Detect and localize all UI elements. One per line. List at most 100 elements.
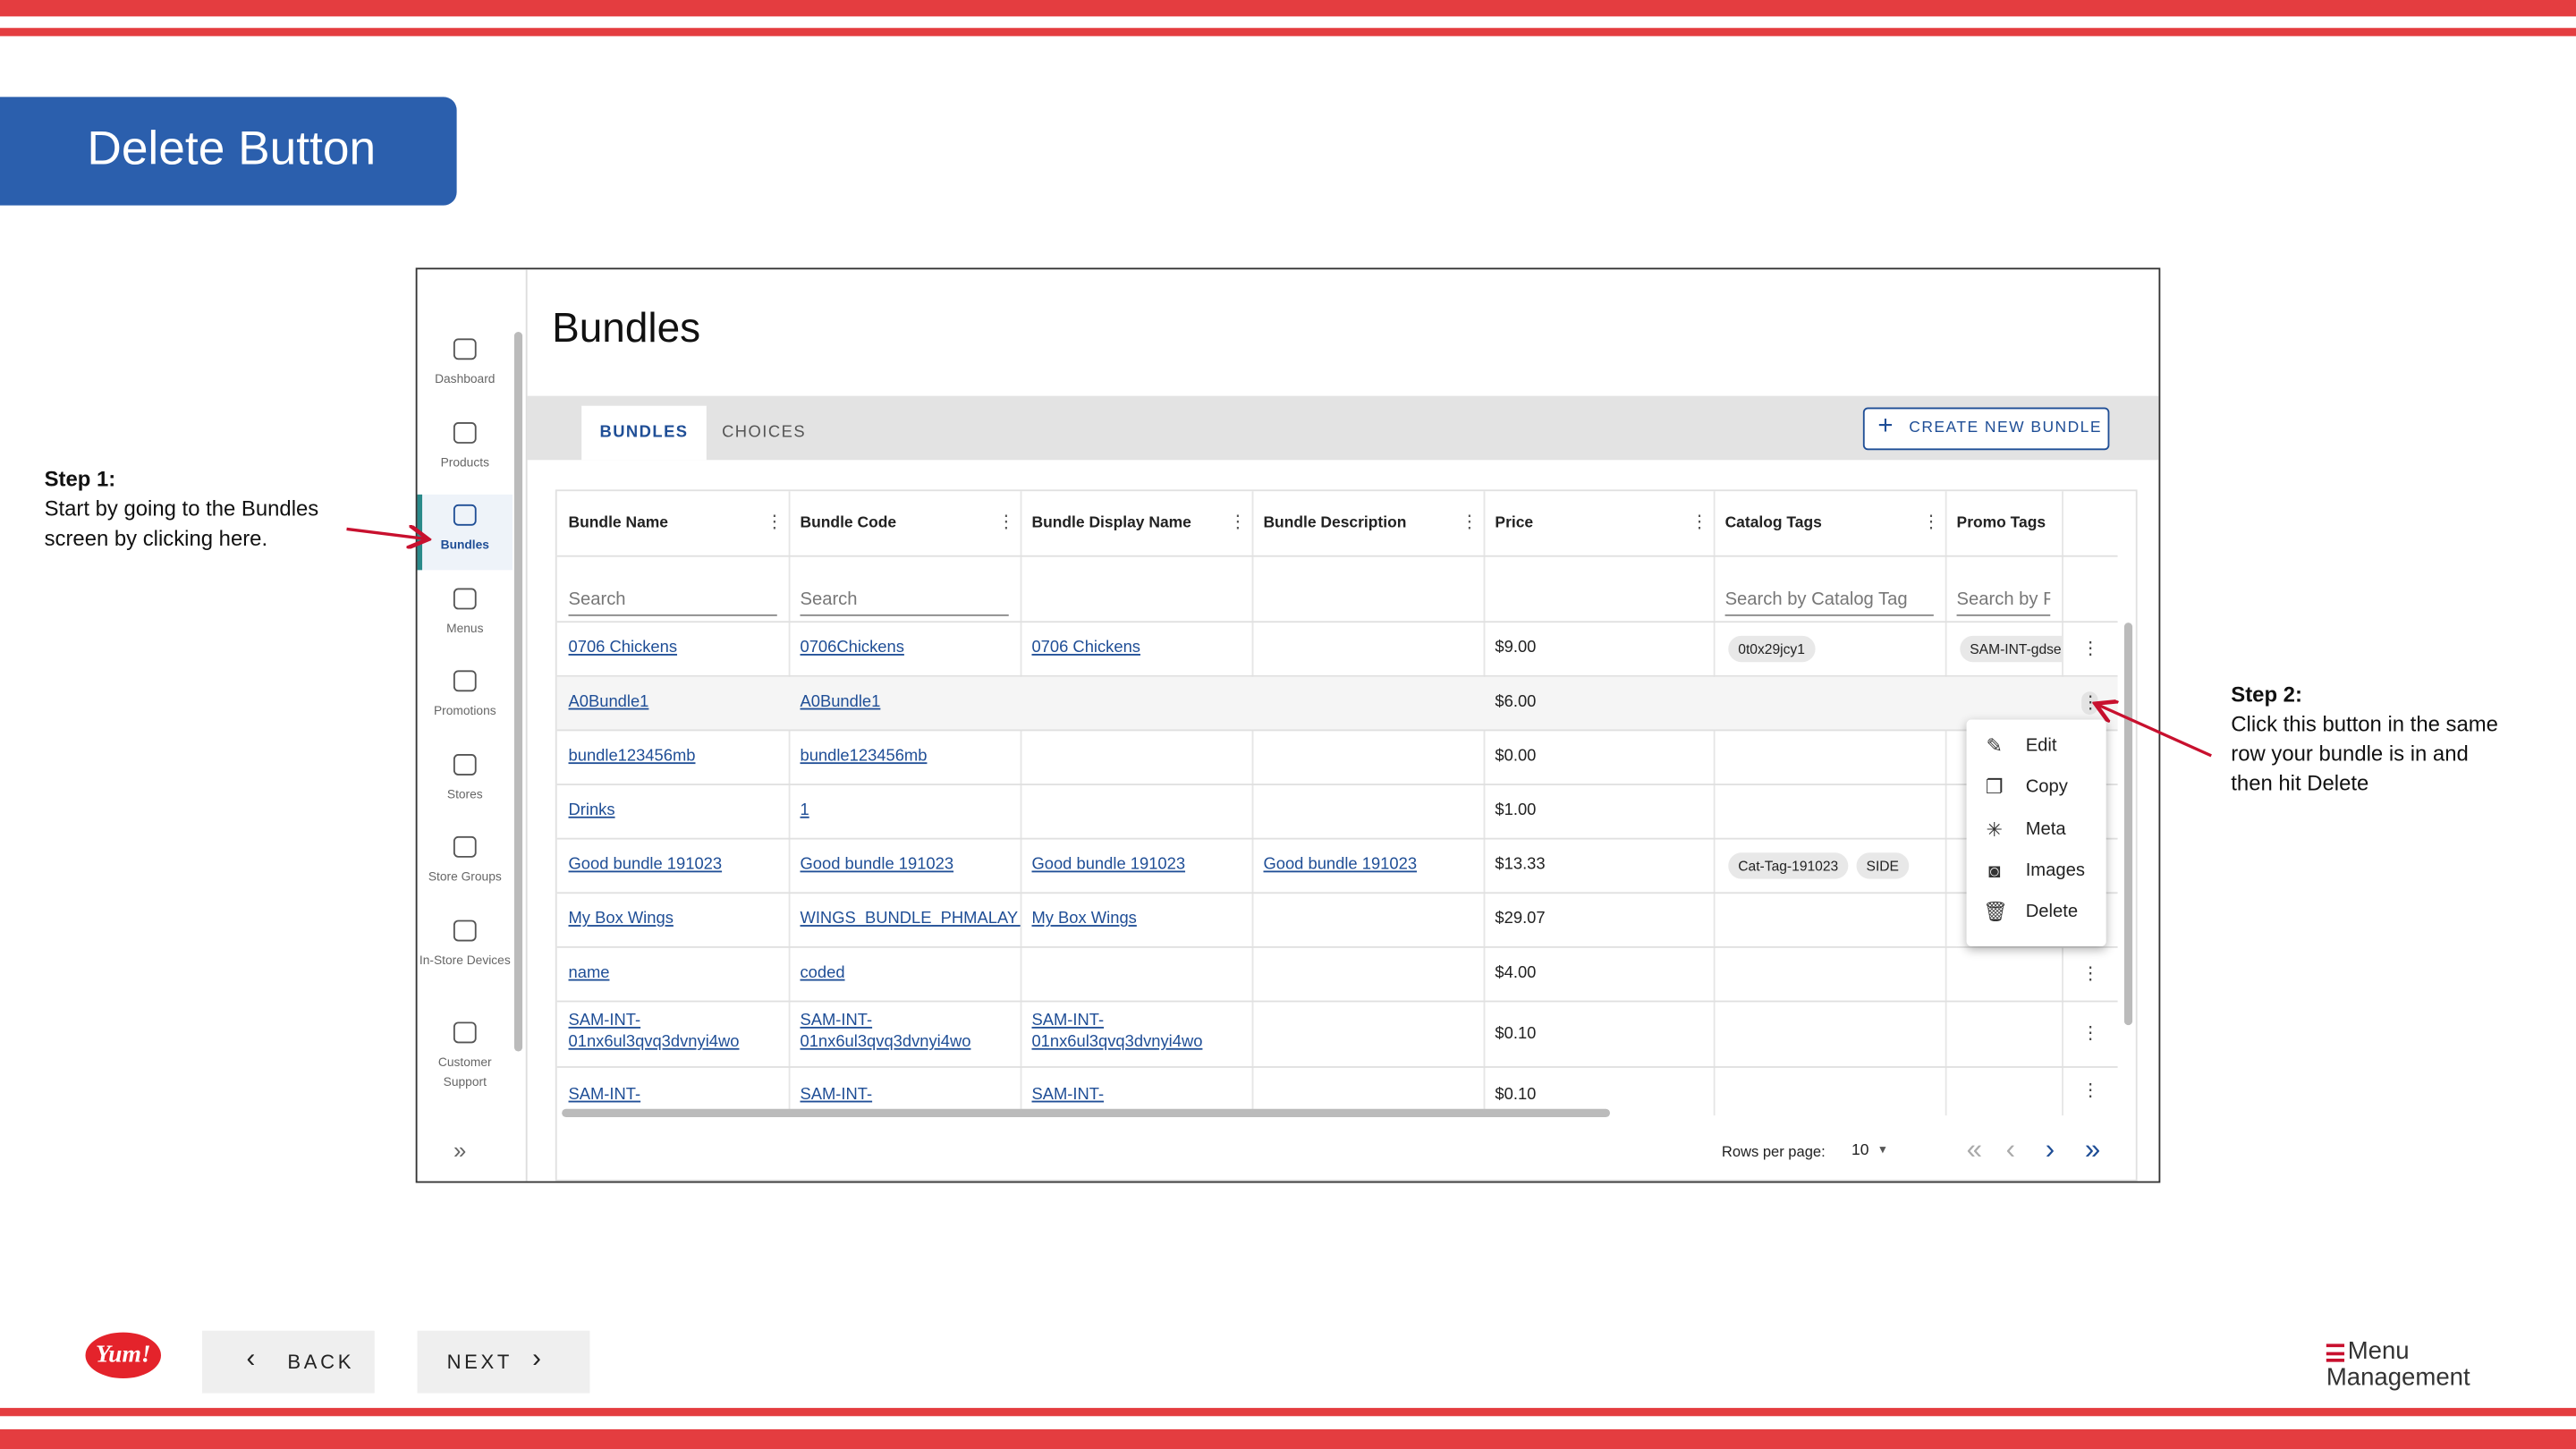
tab[interactable]: BUNDLES [581, 405, 707, 461]
cell[interactable]: Good bundle 191023 [1031, 855, 1186, 875]
column-menu: ⋮ [1921, 513, 1941, 533]
step-text: Start by going to the Bundles screen by … [44, 496, 319, 551]
page-nav[interactable]: › [2045, 1133, 2055, 1165]
cell[interactable]: SAM-INT-01nx6ul3qvq3dvnyi4wo [1031, 1012, 1203, 1052]
cell[interactable]: Good bundle 191023 [1263, 855, 1418, 875]
cell[interactable]: 0706Chickens [800, 639, 904, 657]
page-nav[interactable]: « [1966, 1133, 1982, 1165]
row-line [556, 945, 2118, 948]
cell[interactable]: bundle123456mb [800, 747, 928, 766]
sidebar-item[interactable]: Menus [446, 620, 484, 635]
row-line [556, 892, 2118, 894]
sidebar-item[interactable]: Dashboard [435, 371, 496, 386]
sidebar-item[interactable]: Stores [446, 785, 483, 801]
column-header: Bundle Name [568, 513, 669, 533]
cell[interactable]: My Box Wings [1031, 910, 1137, 928]
step-title: Step 1: [44, 466, 116, 492]
v-scroll [2123, 623, 2133, 1026]
rows-select[interactable]: 10 [1852, 1141, 1869, 1160]
sidebar-item[interactable]: Customer Support [437, 1055, 492, 1089]
column-menu: ⋮ [1690, 513, 1709, 533]
title: Delete Button [87, 123, 377, 176]
cell[interactable]: SAM-INT- [1031, 1085, 1105, 1104]
tab[interactable]: CHOICES [722, 423, 807, 443]
column-header: Bundle Code [800, 513, 897, 533]
page-title: Bundles [552, 305, 701, 352]
search-input[interactable]: Search by Pr [1956, 583, 2051, 616]
tag: Cat-Tag-191023 [1728, 852, 1849, 879]
logo: Yum! [85, 1332, 162, 1379]
create-button[interactable]: CREATE NEW BUNDLE [1862, 407, 2110, 451]
scrollbar [513, 332, 523, 1052]
cell[interactable]: bundle123456mb [568, 747, 696, 766]
column-header: Bundle Display Name [1031, 513, 1191, 533]
cell[interactable]: 0706 Chickens [1031, 639, 1140, 657]
search-input[interactable]: Search by Catalog Tag [1724, 583, 1934, 616]
cell[interactable]: SAM-INT- [800, 1085, 873, 1104]
sidebar-item[interactable]: In-Store Devices [419, 952, 511, 967]
select-caret: ▾ [1879, 1141, 1886, 1157]
cell[interactable]: Good bundle 191023 [568, 855, 723, 875]
column-header: Bundle Description [1263, 513, 1407, 533]
sidebar-item[interactable]: Store Groups [428, 869, 502, 885]
column-divider [1251, 491, 1254, 1116]
row-menu-button[interactable]: ⋮ [2081, 638, 2100, 658]
page-nav[interactable]: » [2084, 1133, 2101, 1165]
cell[interactable]: name [568, 964, 610, 983]
cell[interactable]: SAM-INT-01nx6ul3qvq3dvnyi4wo [800, 1012, 971, 1052]
stripe [0, 28, 2576, 37]
column-divider [1713, 491, 1716, 1116]
column-header: Promo Tags [1956, 513, 2046, 533]
cell: $0.10 [1495, 1085, 1537, 1104]
row-menu-button[interactable]: ⋮ [2081, 1023, 2100, 1044]
cell[interactable]: SAM-INT-01nx6ul3qvq3dvnyi4wo [568, 1012, 740, 1052]
icon [453, 587, 477, 609]
row-line [556, 555, 2118, 557]
plus: + [1877, 412, 1894, 441]
cell[interactable]: My Box Wings [568, 910, 674, 928]
cell[interactable]: Drinks [568, 801, 615, 820]
menu-icon: ❐ [1985, 775, 2004, 800]
row-menu-button[interactable]: ⋮ [2081, 963, 2100, 984]
cell: $1.00 [1495, 801, 1537, 820]
menu-item[interactable]: Meta [2025, 818, 2066, 839]
cell[interactable]: A0Bundle1 [800, 693, 881, 712]
cell[interactable]: 1 [800, 801, 809, 820]
search-input[interactable]: Search [800, 583, 1009, 616]
next-button[interactable]: NEXT [417, 1330, 590, 1394]
tag: SIDE [1856, 852, 1909, 879]
page-nav[interactable]: ‹ [2005, 1133, 2016, 1165]
cell[interactable]: WINGS_BUNDLE_PHMALAY_C [800, 910, 1021, 928]
row-line [556, 621, 2118, 623]
pagination-label: Rows per page: [1721, 1143, 1826, 1160]
cell[interactable]: Good bundle 191023 [800, 855, 954, 875]
arrow [346, 529, 426, 538]
search-input[interactable]: Search [568, 583, 777, 616]
column-menu: ⋮ [1460, 513, 1479, 533]
menu-item[interactable]: Delete [2025, 902, 2079, 922]
cell[interactable]: coded [800, 964, 845, 983]
sidebar-item[interactable]: Promotions [433, 703, 496, 718]
cell[interactable]: 0706 Chickens [568, 639, 678, 657]
brand-mark [2326, 1352, 2345, 1356]
cell[interactable]: SAM-INT- [568, 1085, 641, 1104]
sidebar-item[interactable]: Products [440, 453, 489, 470]
icon [453, 670, 477, 692]
column-menu: ⋮ [1228, 513, 1248, 533]
icon [453, 338, 477, 360]
menu-icon: ✳ [1986, 817, 2004, 841]
menu-icon: ◙ [1988, 859, 2001, 883]
back-button[interactable]: BACK [201, 1330, 375, 1394]
cell[interactable]: A0Bundle1 [568, 693, 649, 712]
menu-item[interactable]: Edit [2025, 735, 2057, 756]
row-menu-button[interactable]: ⋮ [2081, 1080, 2100, 1101]
menu-item[interactable]: Copy [2025, 777, 2068, 798]
cell: $6.00 [1495, 693, 1537, 712]
menu-item[interactable]: Images [2025, 860, 2085, 881]
sidebar-item[interactable]: Bundles [440, 537, 489, 553]
cell: $4.00 [1495, 964, 1537, 983]
cell: $29.07 [1495, 910, 1546, 928]
column-menu: ⋮ [996, 513, 1016, 533]
